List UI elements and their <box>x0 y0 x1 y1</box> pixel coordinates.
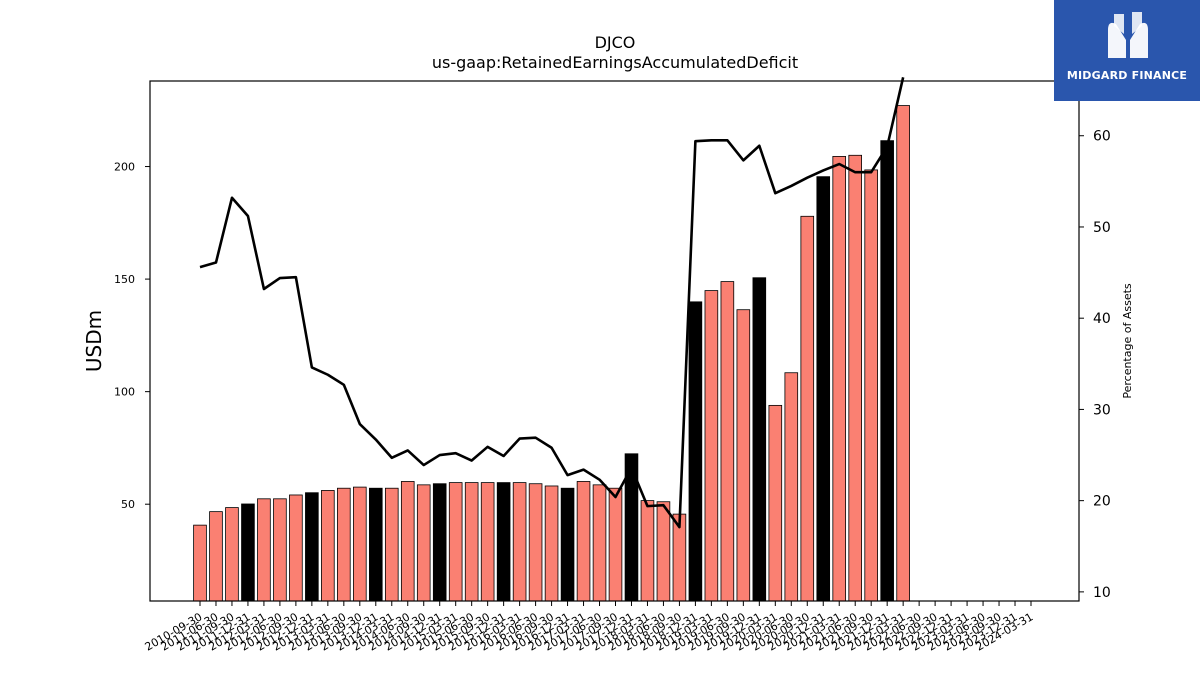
y-tick-label-50: 50 <box>121 498 135 511</box>
bar-2019-09-30 <box>736 309 751 602</box>
percentage-line <box>199 77 905 529</box>
left-axis: 50 100 150 200 <box>114 161 150 511</box>
bar-2019-12-31 <box>752 277 767 602</box>
bar-2016-09-30 <box>544 485 559 602</box>
midgard-m-logo-icon <box>1108 12 1148 58</box>
bar-2019-06-30 <box>720 281 735 602</box>
y2-tick-label-60: 60 <box>1093 129 1111 145</box>
y2-tick-label-20: 20 <box>1093 494 1111 510</box>
y2-tick-label-40: 40 <box>1093 311 1111 327</box>
bar-2016-03-31 <box>512 482 527 602</box>
bar-2016-12-31 <box>560 487 575 602</box>
bar-2011-12-31 <box>241 503 255 602</box>
right-axis: 10 20 30 40 50 60 <box>1079 129 1111 601</box>
y-tick-label-150: 150 <box>114 273 135 286</box>
bar-2017-09-30 <box>608 487 623 602</box>
brand-name: MIDGARD FINANCE <box>1066 69 1188 82</box>
line-series <box>199 77 905 529</box>
bar-2011-06-30 <box>209 511 223 602</box>
y2-tick-label-30: 30 <box>1093 402 1111 418</box>
bar-2018-12-31 <box>688 301 703 602</box>
bar-2016-06-30 <box>528 483 543 602</box>
bar-2015-06-30 <box>464 482 479 602</box>
brand-logo: MIDGARD FINANCE <box>1054 0 1200 101</box>
bar-2021-12-31 <box>880 140 894 602</box>
y-tick-label-200: 200 <box>114 161 135 174</box>
bar-2022-03-31 <box>896 105 910 602</box>
bar-series <box>193 105 910 602</box>
bar-2021-06-30 <box>848 154 863 602</box>
bar-2020-03-31 <box>768 404 783 602</box>
y2-tick-label-10: 10 <box>1093 585 1111 601</box>
bar-2018-03-31 <box>640 500 655 602</box>
bar-2021-09-30 <box>864 169 878 602</box>
bar-2014-06-30 <box>400 481 415 602</box>
bar-2014-12-31 <box>432 483 447 602</box>
bar-2010-09-30 <box>193 524 207 602</box>
bar-2013-03-31 <box>321 490 335 602</box>
bar-2015-12-31 <box>496 482 511 602</box>
bar-2011-09-30 <box>225 507 239 602</box>
y2-tick-label-50: 50 <box>1093 220 1111 236</box>
bar-2015-09-30 <box>480 482 495 602</box>
bar-2012-09-30 <box>289 494 303 602</box>
bar-2017-03-31 <box>576 481 591 602</box>
chart-subtitle: us-gaap:RetainedEarningsAccumulatedDefic… <box>432 53 798 72</box>
y-axis-label: USDm <box>82 310 106 372</box>
chart-title: DJCO <box>595 33 636 52</box>
y-tick-label-100: 100 <box>114 386 135 399</box>
bar-2013-06-30 <box>337 487 351 602</box>
y2-axis-label: Percentage of Assets <box>1121 283 1134 399</box>
bar-2014-03-31 <box>384 487 399 602</box>
bar-2013-09-30 <box>353 486 367 602</box>
bar-2020-12-31 <box>816 176 831 602</box>
bar-2013-12-31 <box>368 487 383 602</box>
bar-2020-09-30 <box>800 215 815 602</box>
bar-2015-03-31 <box>448 482 463 602</box>
bar-2019-03-31 <box>704 290 719 602</box>
bar-2014-09-30 <box>416 484 431 602</box>
bar-2018-06-30 <box>656 501 671 602</box>
bar-2012-03-31 <box>257 498 271 602</box>
bar-2012-12-31 <box>305 492 319 602</box>
bar-2020-06-30 <box>784 372 799 602</box>
plot-frame <box>149 80 1080 602</box>
bar-2012-06-30 <box>273 498 287 602</box>
x-axis: 2010-09-302011-06-302011-09-302011-12-31… <box>143 601 1036 654</box>
bar-2017-06-30 <box>592 484 607 602</box>
bar-2021-03-31 <box>832 156 847 602</box>
